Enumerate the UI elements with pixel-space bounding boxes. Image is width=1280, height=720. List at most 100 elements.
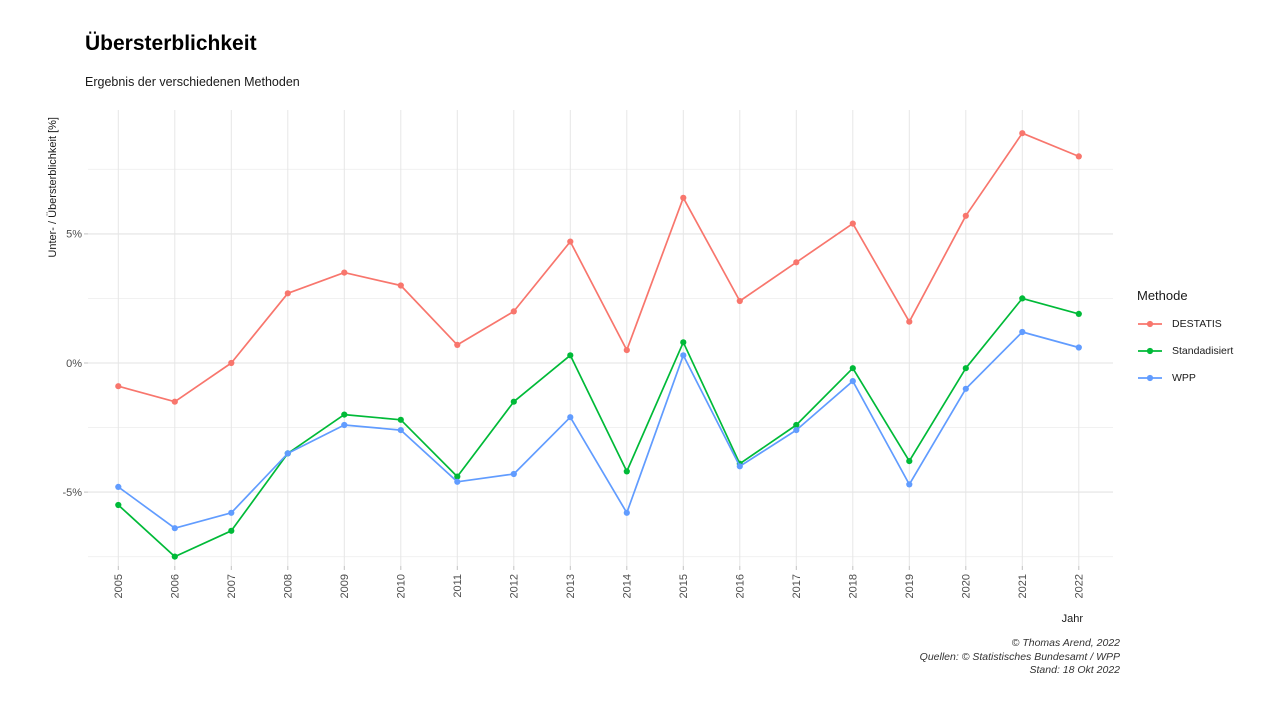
data-point	[1075, 344, 1082, 351]
axes: 5% 0% -5% 2005 2006 2007 2008 2009 2010 2011 2012 2…	[62, 229, 1085, 599]
legend: Methode DESTATIS Standadisiert WPP	[1137, 288, 1233, 398]
x-tick-label: 2013	[565, 574, 577, 598]
data-point	[228, 359, 235, 367]
data-point	[171, 525, 178, 532]
x-tick-label: 2008	[283, 574, 295, 598]
data-point	[623, 468, 630, 475]
data-point	[171, 553, 178, 560]
x-tick-label: 2010	[396, 574, 408, 598]
x-tick-label: 2017	[791, 574, 803, 598]
data-point	[1075, 153, 1082, 160]
x-tick-label: 2005	[113, 574, 125, 598]
series	[115, 130, 1082, 560]
data-point	[1019, 295, 1026, 302]
data-point	[341, 421, 348, 429]
chart-title: Übersterblichkeit	[85, 32, 257, 55]
caption-line: Quellen: © Statistisches Bundesamt / WPP	[919, 650, 1120, 663]
data-point	[736, 463, 743, 470]
legend-items: DESTATIS Standadisiert WPP	[1137, 317, 1233, 385]
data-point	[793, 259, 800, 266]
data-point	[736, 297, 743, 305]
data-point	[906, 458, 913, 465]
x-tick-label: 2021	[1017, 574, 1029, 598]
x-tick-label: 2018	[848, 574, 860, 598]
data-point	[341, 269, 348, 276]
data-point	[1019, 328, 1026, 336]
x-tick-label: 2014	[622, 574, 634, 598]
data-point	[567, 238, 574, 245]
data-point	[228, 509, 235, 516]
data-point	[341, 411, 348, 418]
series-line	[117, 132, 1080, 403]
legend-key-point	[1146, 347, 1154, 355]
caption-line: © Thomas Arend, 2022	[1011, 637, 1120, 649]
caption-line: Stand: 18 Okt 2022	[1029, 664, 1120, 676]
data-point	[397, 282, 404, 289]
data-point	[680, 194, 687, 201]
legend-key-point	[1146, 320, 1154, 328]
data-point	[906, 481, 913, 488]
data-point	[454, 473, 461, 480]
data-point	[510, 470, 517, 478]
data-point	[849, 378, 856, 385]
legend-key-icon	[1138, 374, 1162, 382]
data-point	[567, 352, 574, 359]
data-point	[793, 421, 800, 429]
series-DESTATIS	[115, 130, 1082, 405]
x-axis-title: Jahr	[1062, 613, 1084, 625]
gridlines	[88, 110, 1113, 566]
chart-subtitle: Ergebnis der verschiedenen Methoden	[85, 75, 300, 89]
legend-key-point	[1146, 374, 1154, 382]
data-point	[397, 427, 404, 434]
legend-label: WPP	[1172, 372, 1196, 384]
data-point	[510, 308, 517, 315]
data-point	[454, 478, 461, 485]
x-tick-label: 2020	[961, 574, 973, 598]
data-point	[171, 398, 178, 405]
data-point	[962, 212, 969, 219]
data-point	[454, 341, 461, 348]
series-line	[117, 297, 1080, 558]
x-tick-label: 2022	[1074, 574, 1086, 598]
data-point	[115, 383, 122, 390]
data-point	[849, 365, 856, 372]
y-tick-label: 5%	[66, 229, 82, 241]
legend-item-WPP: WPP	[1137, 371, 1233, 385]
data-point	[793, 427, 800, 434]
data-point	[397, 416, 404, 423]
x-tick-label: 2015	[678, 574, 690, 598]
data-point	[284, 450, 291, 457]
y-tick-label: -5%	[62, 487, 82, 499]
legend-key-icon	[1138, 320, 1162, 328]
data-point	[680, 352, 687, 359]
legend-item-Standadisiert: Standadisiert	[1137, 344, 1233, 358]
x-tick-label: 2006	[170, 574, 182, 598]
data-point	[510, 398, 517, 405]
data-point	[906, 318, 913, 325]
data-point	[623, 509, 630, 516]
data-point	[1075, 310, 1082, 317]
series-WPP	[115, 328, 1082, 532]
y-tick-label: 0%	[66, 358, 82, 370]
data-point	[115, 501, 122, 509]
x-tick-label: 2016	[735, 574, 747, 598]
legend-item-DESTATIS: DESTATIS	[1137, 317, 1233, 331]
data-point	[115, 483, 122, 490]
data-point	[567, 414, 574, 421]
data-point	[962, 385, 969, 392]
data-point	[623, 347, 630, 354]
y-axis-title: Unter- / Übersterblichkeit [%]	[47, 117, 59, 258]
x-tick-label: 2012	[509, 574, 521, 598]
x-tick-label: 2019	[904, 574, 916, 598]
data-point	[849, 220, 856, 227]
x-tick-label: 2009	[339, 574, 351, 598]
legend-key-icon	[1138, 347, 1162, 355]
data-point	[680, 339, 687, 346]
caption: © Thomas Arend, 2022 Quellen: © Statistis…	[920, 637, 1120, 678]
data-point	[962, 365, 969, 372]
data-point	[284, 290, 291, 297]
legend-title: Methode	[1137, 288, 1188, 303]
series-line	[117, 331, 1080, 530]
